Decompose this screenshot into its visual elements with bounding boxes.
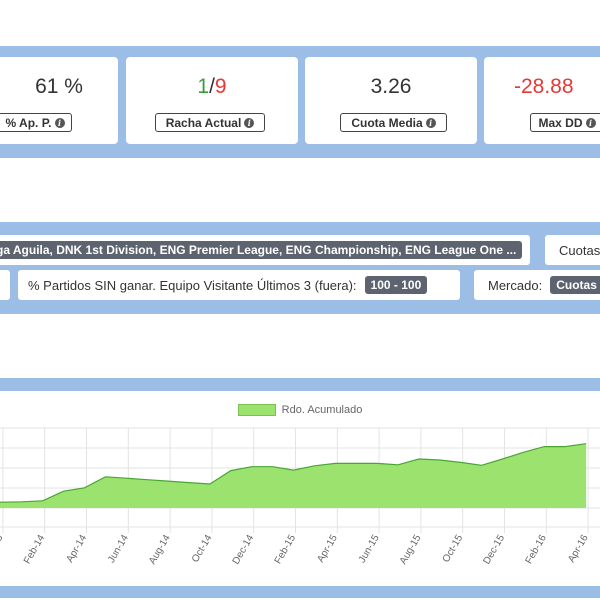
legend-swatch (237, 404, 276, 416)
stat-card-streak: 1/9 Racha Actual i (126, 57, 298, 144)
x-tick-label: Oct-15 (441, 533, 466, 565)
stat-card-avg-odds: 3.26 Cuota Media i (305, 57, 477, 144)
cumulative-result-chart: Dec-13 Feb-14 Apr-14 Jun-14 Aug-14 Oct-14 Dec-… (0, 427, 600, 567)
avg-odds-label[interactable]: Cuota Media i (340, 113, 447, 132)
avg-odds-label-text: Cuota Media (351, 115, 423, 130)
cumulative-result-line (0, 443, 587, 503)
x-tick-label: Dec-15 (481, 533, 507, 567)
away-no-win-value[interactable]: 100 - 100 (364, 276, 428, 294)
info-icon[interactable]: i (54, 117, 65, 128)
cumulative-result-area (0, 443, 587, 508)
streak-label-text: Racha Actual (165, 115, 242, 130)
info-icon[interactable]: i (244, 117, 255, 128)
streak-losses: 9 (214, 75, 227, 98)
x-axis-ticks: Dec-13 Feb-14 Apr-14 Jun-14 Aug-14 Oct-14 Dec-… (0, 533, 591, 567)
streak-sep: / (209, 75, 215, 98)
legend-label: Rdo. Acumulado (281, 404, 363, 416)
avg-odds-value: 3.26 (370, 75, 412, 98)
stat-card-hit-rate: 61 % % Ap. P. i (0, 57, 118, 144)
info-icon[interactable]: i (425, 117, 436, 128)
hit-rate-value: 61 % (35, 75, 83, 98)
away-no-win-filter[interactable]: % Partidos SIN ganar. Equipo Visitante Ú… (18, 270, 460, 300)
hit-rate-label[interactable]: % Ap. P. i (0, 113, 72, 132)
x-tick-label: Feb-14 (22, 533, 48, 566)
x-tick-label: Feb-15 (273, 533, 299, 566)
max-dd-label-text: Max DD (538, 115, 583, 130)
x-tick-label: Apr-14 (65, 533, 90, 565)
x-tick-label: Dec-14 (231, 533, 257, 567)
x-tick-label: Apr-16 (566, 533, 591, 565)
market-filter[interactable]: Mercado: Cuotas (474, 270, 600, 300)
market-value[interactable]: Cuotas (550, 276, 600, 294)
x-tick-label: Jun-15 (357, 533, 382, 565)
market-label: Mercado: (488, 277, 543, 293)
streak-label[interactable]: Racha Actual i (155, 113, 265, 132)
hit-rate-label-text: % Ap. P. (5, 115, 52, 130)
streak-wins: 1 (197, 75, 210, 98)
max-dd-label[interactable]: Max DD i (530, 113, 600, 132)
x-tick-label: Aug-15 (398, 533, 424, 567)
leagues-tag[interactable]: ga Aguila, DNK 1st Division, ENG Premier… (0, 241, 523, 259)
away-no-win-label: % Partidos SIN ganar. Equipo Visitante Ú… (28, 277, 357, 293)
streak-value: 1/9 (126, 75, 298, 99)
leagues-filter[interactable]: ga Aguila, DNK 1st Division, ENG Premier… (0, 235, 530, 265)
x-tick-label: Jun-14 (106, 533, 131, 565)
max-dd-value: -28.88 (514, 75, 574, 98)
x-tick-label: Aug-14 (147, 533, 173, 567)
x-tick-label: Dec-13 (0, 533, 6, 567)
x-tick-label: Feb-16 (524, 533, 550, 566)
stat-card-max-dd: -28.88 Max DD i (484, 57, 600, 144)
odds-filter-label: Cuotas (559, 242, 600, 258)
x-tick-label: Apr-15 (315, 533, 340, 565)
info-icon[interactable]: i (585, 117, 596, 128)
left-filter-stub[interactable] (0, 270, 10, 300)
chart-legend[interactable]: Rdo. Acumulado (0, 403, 600, 417)
odds-filter[interactable]: Cuotas (545, 235, 600, 265)
x-tick-label: Oct-14 (190, 533, 215, 565)
